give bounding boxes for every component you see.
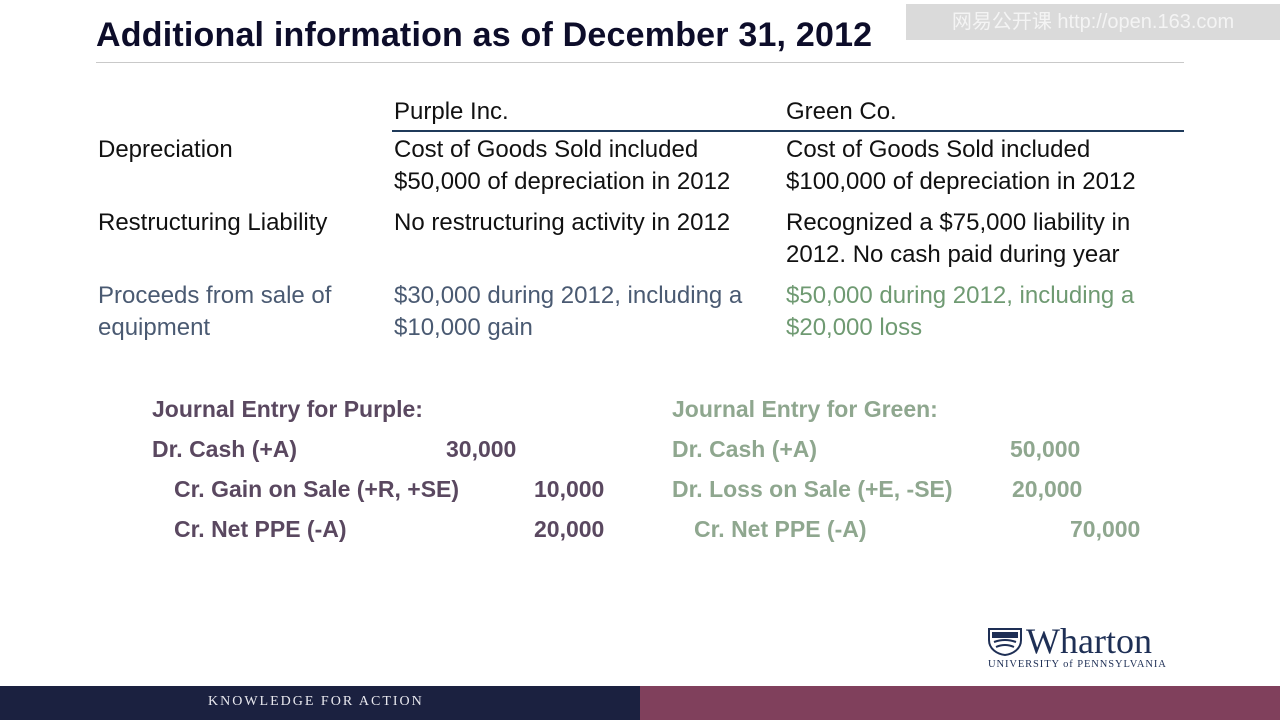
slide-title: Additional information as of December 31… [96,16,873,54]
journal-purple-amount-2: 10,000 [534,476,605,502]
journal-purple-account-3: Cr. Net PPE (-A) [174,516,347,542]
journal-purple-account-1: Dr. Cash (+A) [152,436,298,462]
row-label-proceeds-line-1: Proceeds from sale of [98,282,332,309]
proceeds-green-line-1: $50,000 during 2012, including a [786,282,1135,309]
journal-green-account-3: Cr. Net PPE (-A) [694,516,867,542]
restructuring-purple-line-1: No restructuring activity in 2012 [394,209,731,236]
logo-subtitle: UNIVERSITY of PENNSYLVANIA [988,659,1167,670]
depreciation-purple-line-1: Cost of Goods Sold included [394,136,699,163]
footer-bar-left: KNOWLEDGE FOR ACTION [0,686,640,720]
column-header-purple: Purple Inc. [394,98,509,125]
column-header-green: Green Co. [786,98,897,125]
logo-wordmark: Wharton [1026,621,1152,661]
watermark: 网易公开课 http://open.163.com [906,4,1280,40]
header-divider [392,130,1184,132]
restructuring-green-line-2: 2012. No cash paid during year [786,241,1120,268]
proceeds-purple-line-1: $30,000 during 2012, including a [394,282,743,309]
journal-green-account-2: Dr. Loss on Sale (+E, -SE) [672,476,953,502]
journal-purple-amount-3: 20,000 [534,516,605,542]
journal-heading-green: Journal Entry for Green: [672,396,938,422]
depreciation-green-line-2: $100,000 of depreciation in 2012 [786,168,1136,195]
journal-purple-amount-1: 30,000 [446,436,517,462]
footer-tagline: KNOWLEDGE FOR ACTION [208,694,424,709]
footer-bar-right [640,686,1280,720]
row-label-depreciation: Depreciation [98,136,233,163]
journal-green-amount-1: 50,000 [1010,436,1081,462]
row-label-restructuring: Restructuring Liability [98,209,328,236]
restructuring-green-line-1: Recognized a $75,000 liability in [786,209,1131,236]
depreciation-green-line-1: Cost of Goods Sold included [786,136,1091,163]
journal-green-amount-3: 70,000 [1070,516,1141,542]
journal-purple-account-2: Cr. Gain on Sale (+R, +SE) [174,476,460,502]
proceeds-green-line-2: $20,000 loss [786,314,923,341]
wharton-logo: Wharton UNIVERSITY of PENNSYLVANIA [988,621,1188,674]
row-label-proceeds-line-2: equipment [98,314,211,341]
journal-green-amount-2: 20,000 [1012,476,1083,502]
journal-heading-purple: Journal Entry for Purple: [152,396,423,422]
shield-icon [988,628,1022,656]
title-divider [96,62,1184,63]
proceeds-purple-line-2: $10,000 gain [394,314,533,341]
journal-green-account-1: Dr. Cash (+A) [672,436,818,462]
depreciation-purple-line-2: $50,000 of depreciation in 2012 [394,168,731,195]
